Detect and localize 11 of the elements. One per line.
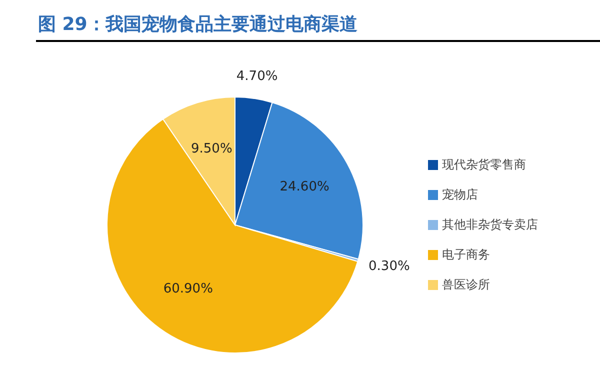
data-label: 4.70% — [236, 69, 278, 84]
data-label: 0.30% — [368, 258, 410, 274]
chart-title: 图 29：我国宠物食品主要通过电商渠道 — [38, 14, 358, 35]
legend-label: 其他非杂货专卖店 — [442, 217, 538, 232]
legend-label: 宠物店 — [442, 187, 478, 202]
data-label: 60.90% — [163, 282, 213, 297]
data-label: 9.50% — [191, 142, 232, 157]
data-label: 24.60% — [280, 179, 330, 194]
legend-label: 兽医诊所 — [442, 277, 490, 292]
legend-label: 电子商务 — [442, 247, 490, 262]
legend-label: 现代杂货零售商 — [442, 157, 526, 172]
